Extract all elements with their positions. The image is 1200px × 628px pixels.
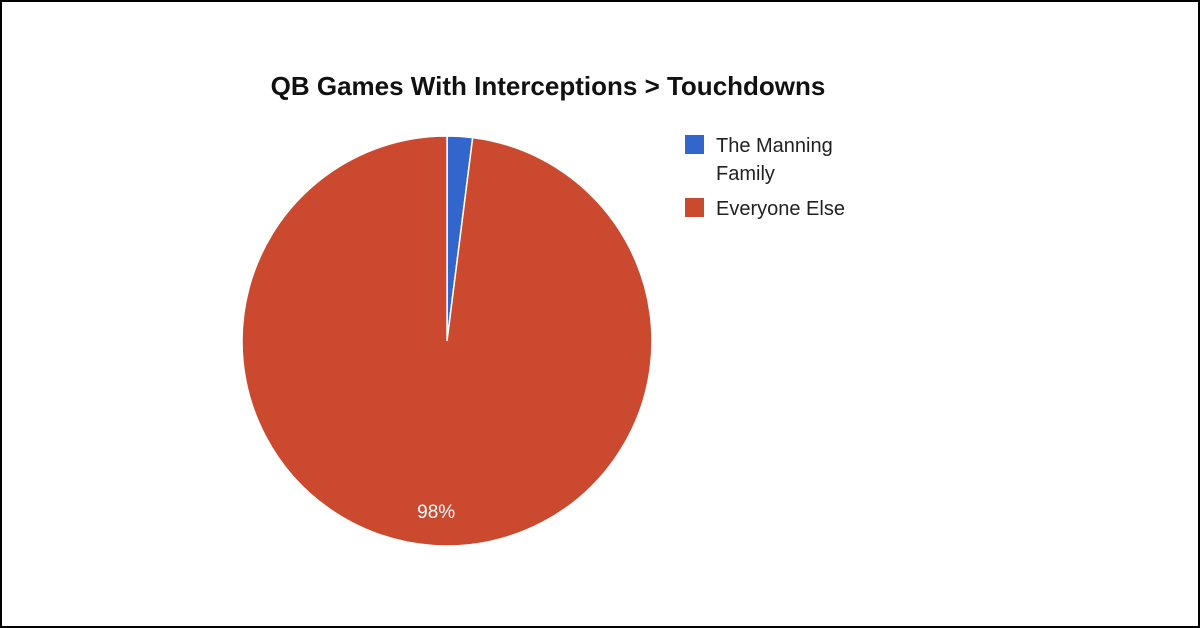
- pie-slice: [241, 135, 653, 547]
- chart-title: QB Games With Interceptions > Touchdowns: [271, 71, 826, 101]
- legend-label: The Manning Family: [716, 135, 833, 185]
- legend-label: Everyone Else: [716, 198, 845, 220]
- legend-item: The Manning Family: [685, 132, 856, 188]
- legend-item: Everyone Else: [685, 195, 856, 223]
- legend-swatch: [685, 198, 704, 217]
- slice-label: 98%: [417, 502, 455, 523]
- legend-swatch: [685, 135, 704, 154]
